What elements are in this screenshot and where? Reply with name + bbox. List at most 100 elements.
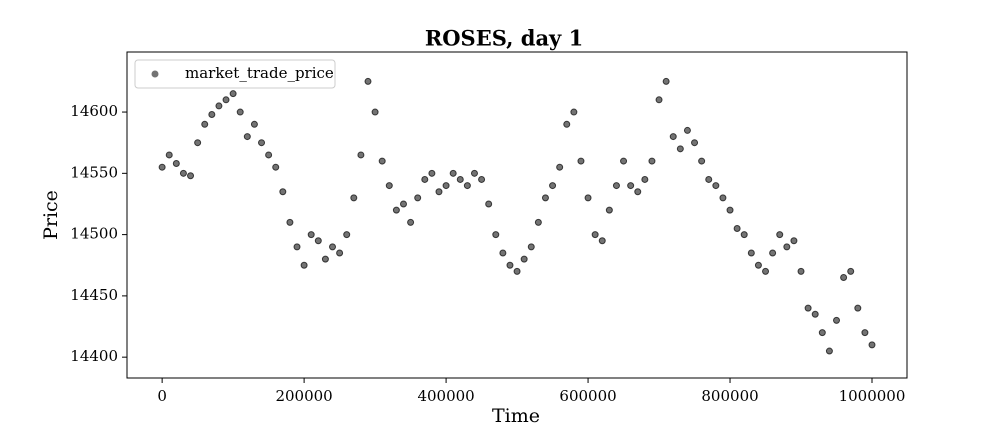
y-tick-label: 14450 — [70, 286, 118, 304]
point — [158, 163, 166, 171]
point — [187, 172, 195, 180]
point — [683, 126, 691, 134]
point — [691, 139, 699, 147]
point — [478, 175, 486, 183]
point — [222, 96, 230, 104]
point — [428, 169, 436, 177]
point — [712, 182, 720, 190]
point — [549, 182, 557, 190]
point — [797, 267, 805, 275]
point — [357, 151, 365, 159]
chart-title: ROSES, day 1 — [425, 26, 583, 51]
point — [265, 151, 273, 159]
point — [208, 111, 216, 119]
point — [818, 329, 826, 337]
point — [236, 108, 244, 116]
y-tick-label: 14500 — [70, 225, 118, 243]
point — [179, 169, 187, 177]
point — [591, 231, 599, 239]
point — [634, 188, 642, 196]
point — [172, 160, 180, 168]
point — [556, 163, 564, 171]
point — [442, 182, 450, 190]
point — [747, 249, 755, 257]
point — [293, 243, 301, 251]
x-tick-label: 200000 — [275, 387, 332, 405]
point — [783, 243, 791, 251]
point — [513, 267, 521, 275]
point — [371, 108, 379, 116]
point — [627, 182, 635, 190]
point — [698, 157, 706, 165]
point — [612, 182, 620, 190]
point — [300, 261, 308, 269]
point — [258, 139, 266, 147]
point — [847, 267, 855, 275]
x-tick-label: 800000 — [701, 387, 758, 405]
point — [570, 108, 578, 116]
point — [165, 151, 173, 159]
y-tick-label: 14400 — [70, 347, 118, 365]
point — [825, 347, 833, 355]
point — [314, 237, 322, 245]
point — [605, 206, 613, 214]
x-tick-label: 0 — [157, 387, 167, 405]
x-tick-label: 400000 — [417, 387, 474, 405]
point — [754, 261, 762, 269]
point — [620, 157, 628, 165]
x-tick-label: 600000 — [559, 387, 616, 405]
point — [648, 157, 656, 165]
point — [641, 175, 649, 183]
point — [762, 267, 770, 275]
point — [719, 194, 727, 202]
point — [364, 77, 372, 85]
point — [470, 169, 478, 177]
point — [726, 206, 734, 214]
point — [329, 243, 337, 251]
point — [485, 200, 493, 208]
point — [598, 237, 606, 245]
point — [740, 231, 748, 239]
point — [307, 231, 315, 239]
point — [336, 249, 344, 257]
y-tick-label: 14600 — [70, 102, 118, 120]
point — [407, 218, 415, 226]
point — [520, 255, 528, 263]
point — [577, 157, 585, 165]
legend-marker — [151, 70, 159, 78]
point — [229, 90, 237, 98]
point — [350, 194, 358, 202]
y-tick-label: 14550 — [70, 163, 118, 181]
y-axis-label: Price — [40, 190, 62, 240]
point — [676, 145, 684, 153]
point — [243, 133, 251, 141]
legend-label: market_trade_price — [185, 64, 334, 82]
point — [769, 249, 777, 257]
point — [854, 304, 862, 312]
point — [279, 188, 287, 196]
point — [662, 77, 670, 85]
point — [776, 231, 784, 239]
point — [321, 255, 329, 263]
point — [414, 194, 422, 202]
point — [705, 175, 713, 183]
point — [541, 194, 549, 202]
point — [833, 316, 841, 324]
point — [378, 157, 386, 165]
point — [421, 175, 429, 183]
point — [804, 304, 812, 312]
x-axis-label: Time — [492, 405, 540, 427]
point — [449, 169, 457, 177]
point — [861, 329, 869, 337]
legend-box — [134, 59, 336, 89]
point — [669, 133, 677, 141]
point — [456, 175, 464, 183]
point — [286, 218, 294, 226]
point — [563, 120, 571, 128]
plot-frame — [126, 51, 908, 379]
point — [840, 274, 848, 282]
point — [492, 231, 500, 239]
point — [435, 188, 443, 196]
point — [655, 96, 663, 104]
